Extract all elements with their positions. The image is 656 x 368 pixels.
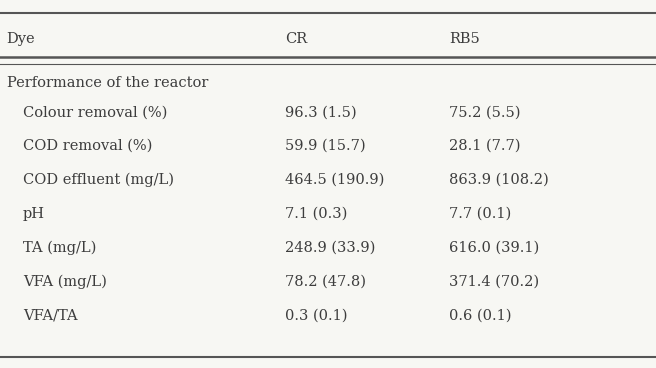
- Text: 0.3 (0.1): 0.3 (0.1): [285, 308, 348, 322]
- Text: 0.6 (0.1): 0.6 (0.1): [449, 308, 512, 322]
- Text: 248.9 (33.9): 248.9 (33.9): [285, 241, 376, 255]
- Text: 371.4 (70.2): 371.4 (70.2): [449, 275, 539, 289]
- Text: pH: pH: [23, 207, 45, 221]
- Text: 464.5 (190.9): 464.5 (190.9): [285, 173, 384, 187]
- Text: COD removal (%): COD removal (%): [23, 139, 152, 153]
- Text: TA (mg/L): TA (mg/L): [23, 240, 96, 255]
- Text: 7.7 (0.1): 7.7 (0.1): [449, 207, 512, 221]
- Text: VFA/TA: VFA/TA: [23, 308, 77, 322]
- Text: CR: CR: [285, 32, 308, 46]
- Text: 96.3 (1.5): 96.3 (1.5): [285, 105, 357, 119]
- Text: 863.9 (108.2): 863.9 (108.2): [449, 173, 549, 187]
- Text: 78.2 (47.8): 78.2 (47.8): [285, 275, 366, 289]
- Text: 28.1 (7.7): 28.1 (7.7): [449, 139, 521, 153]
- Text: 59.9 (15.7): 59.9 (15.7): [285, 139, 366, 153]
- Text: Performance of the reactor: Performance of the reactor: [7, 76, 208, 90]
- Text: Colour removal (%): Colour removal (%): [23, 105, 167, 119]
- Text: 616.0 (39.1): 616.0 (39.1): [449, 241, 540, 255]
- Text: RB5: RB5: [449, 32, 480, 46]
- Text: COD effluent (mg/L): COD effluent (mg/L): [23, 173, 174, 187]
- Text: 75.2 (5.5): 75.2 (5.5): [449, 105, 521, 119]
- Text: VFA (mg/L): VFA (mg/L): [23, 274, 107, 289]
- Text: 7.1 (0.3): 7.1 (0.3): [285, 207, 348, 221]
- Text: Dye: Dye: [7, 32, 35, 46]
